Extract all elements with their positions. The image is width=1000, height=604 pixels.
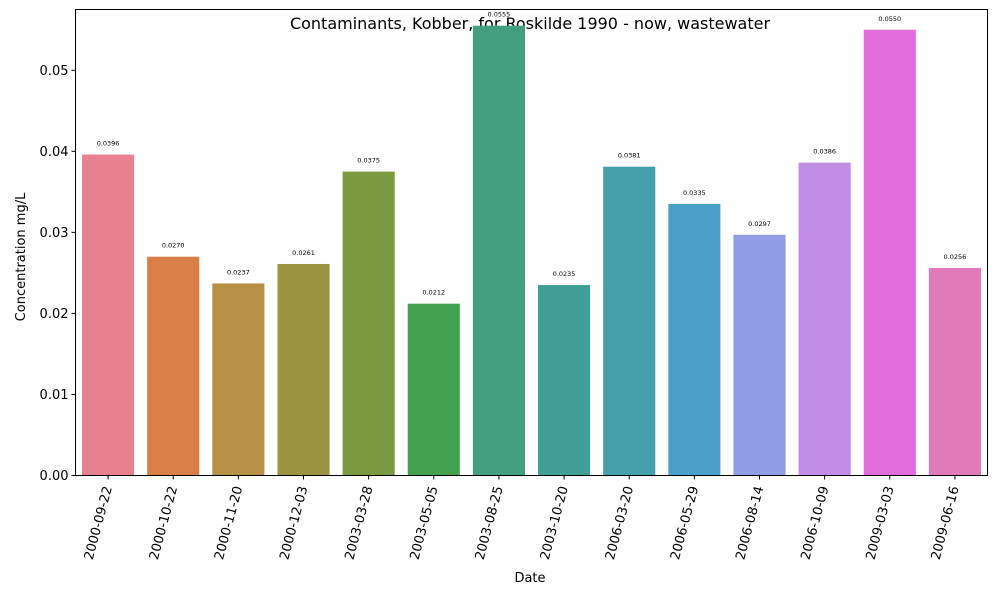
bar <box>603 166 656 476</box>
bar <box>538 285 591 476</box>
bar <box>472 25 525 476</box>
x-tick-label: 2003-10-20 <box>538 485 572 562</box>
bar <box>147 256 200 476</box>
bar <box>212 283 265 476</box>
plot-frame <box>75 9 988 476</box>
bar <box>928 268 981 476</box>
bar-value-label: 0.0212 <box>422 289 445 297</box>
bar-value-label: 0.0270 <box>162 242 185 250</box>
x-tick-label: 2006-03-20 <box>603 485 637 562</box>
bar-value-label: 0.0396 <box>97 140 120 148</box>
y-tick-label: 0.02 <box>40 307 69 322</box>
x-tick-label: 2003-05-05 <box>408 485 442 562</box>
bar-value-label: 0.0550 <box>878 15 901 23</box>
x-tick-label: 2009-03-03 <box>864 485 898 562</box>
bar-value-label: 0.0261 <box>292 249 315 257</box>
x-axis: 2000-09-22 2000-10-22 2000-11-20 2000-12-03… <box>82 475 963 562</box>
x-tick-label: 2006-10-09 <box>798 485 832 562</box>
bar-value-label: 0.0381 <box>618 152 641 160</box>
x-tick-label: 2000-10-22 <box>147 485 181 562</box>
bar <box>277 263 330 476</box>
bar <box>733 234 786 476</box>
chart-title: Contaminants, Kobber, for Roskilde 1990 … <box>290 14 771 33</box>
x-tick-label: 2000-11-20 <box>212 485 246 562</box>
y-tick-label: 0.00 <box>40 469 69 484</box>
y-axis: 0.00 0.01 0.02 0.03 0.04 0.05 <box>40 64 76 484</box>
y-tick-label: 0.04 <box>40 145 69 160</box>
bar <box>82 154 135 476</box>
x-tick-label: 2000-12-03 <box>277 485 311 562</box>
bar-value-label: 0.0235 <box>553 270 576 278</box>
bar <box>668 204 721 476</box>
bar-value-label: 0.0555 <box>488 11 511 19</box>
x-tick-label: 2006-05-29 <box>668 485 702 562</box>
bar-value-label: 0.0335 <box>683 189 706 197</box>
y-tick-label: 0.01 <box>40 388 69 403</box>
bar <box>342 171 395 476</box>
x-tick-label: 2009-06-16 <box>929 485 963 562</box>
bar <box>863 29 916 476</box>
y-axis-label: Concentration mg/L <box>14 192 29 321</box>
bar-value-label: 0.0386 <box>813 148 836 156</box>
bar-value-label: 0.0297 <box>748 220 771 228</box>
bar-value-label: 0.0375 <box>357 157 380 165</box>
bar <box>407 303 460 476</box>
y-tick-label: 0.05 <box>40 64 69 79</box>
x-axis-label: Date <box>514 571 545 586</box>
x-tick-label: 2000-09-22 <box>82 485 116 562</box>
y-tick-label: 0.03 <box>40 226 69 241</box>
bar <box>798 162 851 476</box>
x-tick-label: 2003-08-25 <box>473 485 507 562</box>
x-tick-label: 2003-03-28 <box>342 485 376 562</box>
bars-layer: 0.0396 0.0270 0.0237 0.0261 0.0375 0.0212 0.05… <box>82 11 981 476</box>
x-tick-label: 2006-08-14 <box>733 485 767 562</box>
bar-value-label: 0.0237 <box>227 268 250 276</box>
bar-value-label: 0.0256 <box>944 253 967 261</box>
